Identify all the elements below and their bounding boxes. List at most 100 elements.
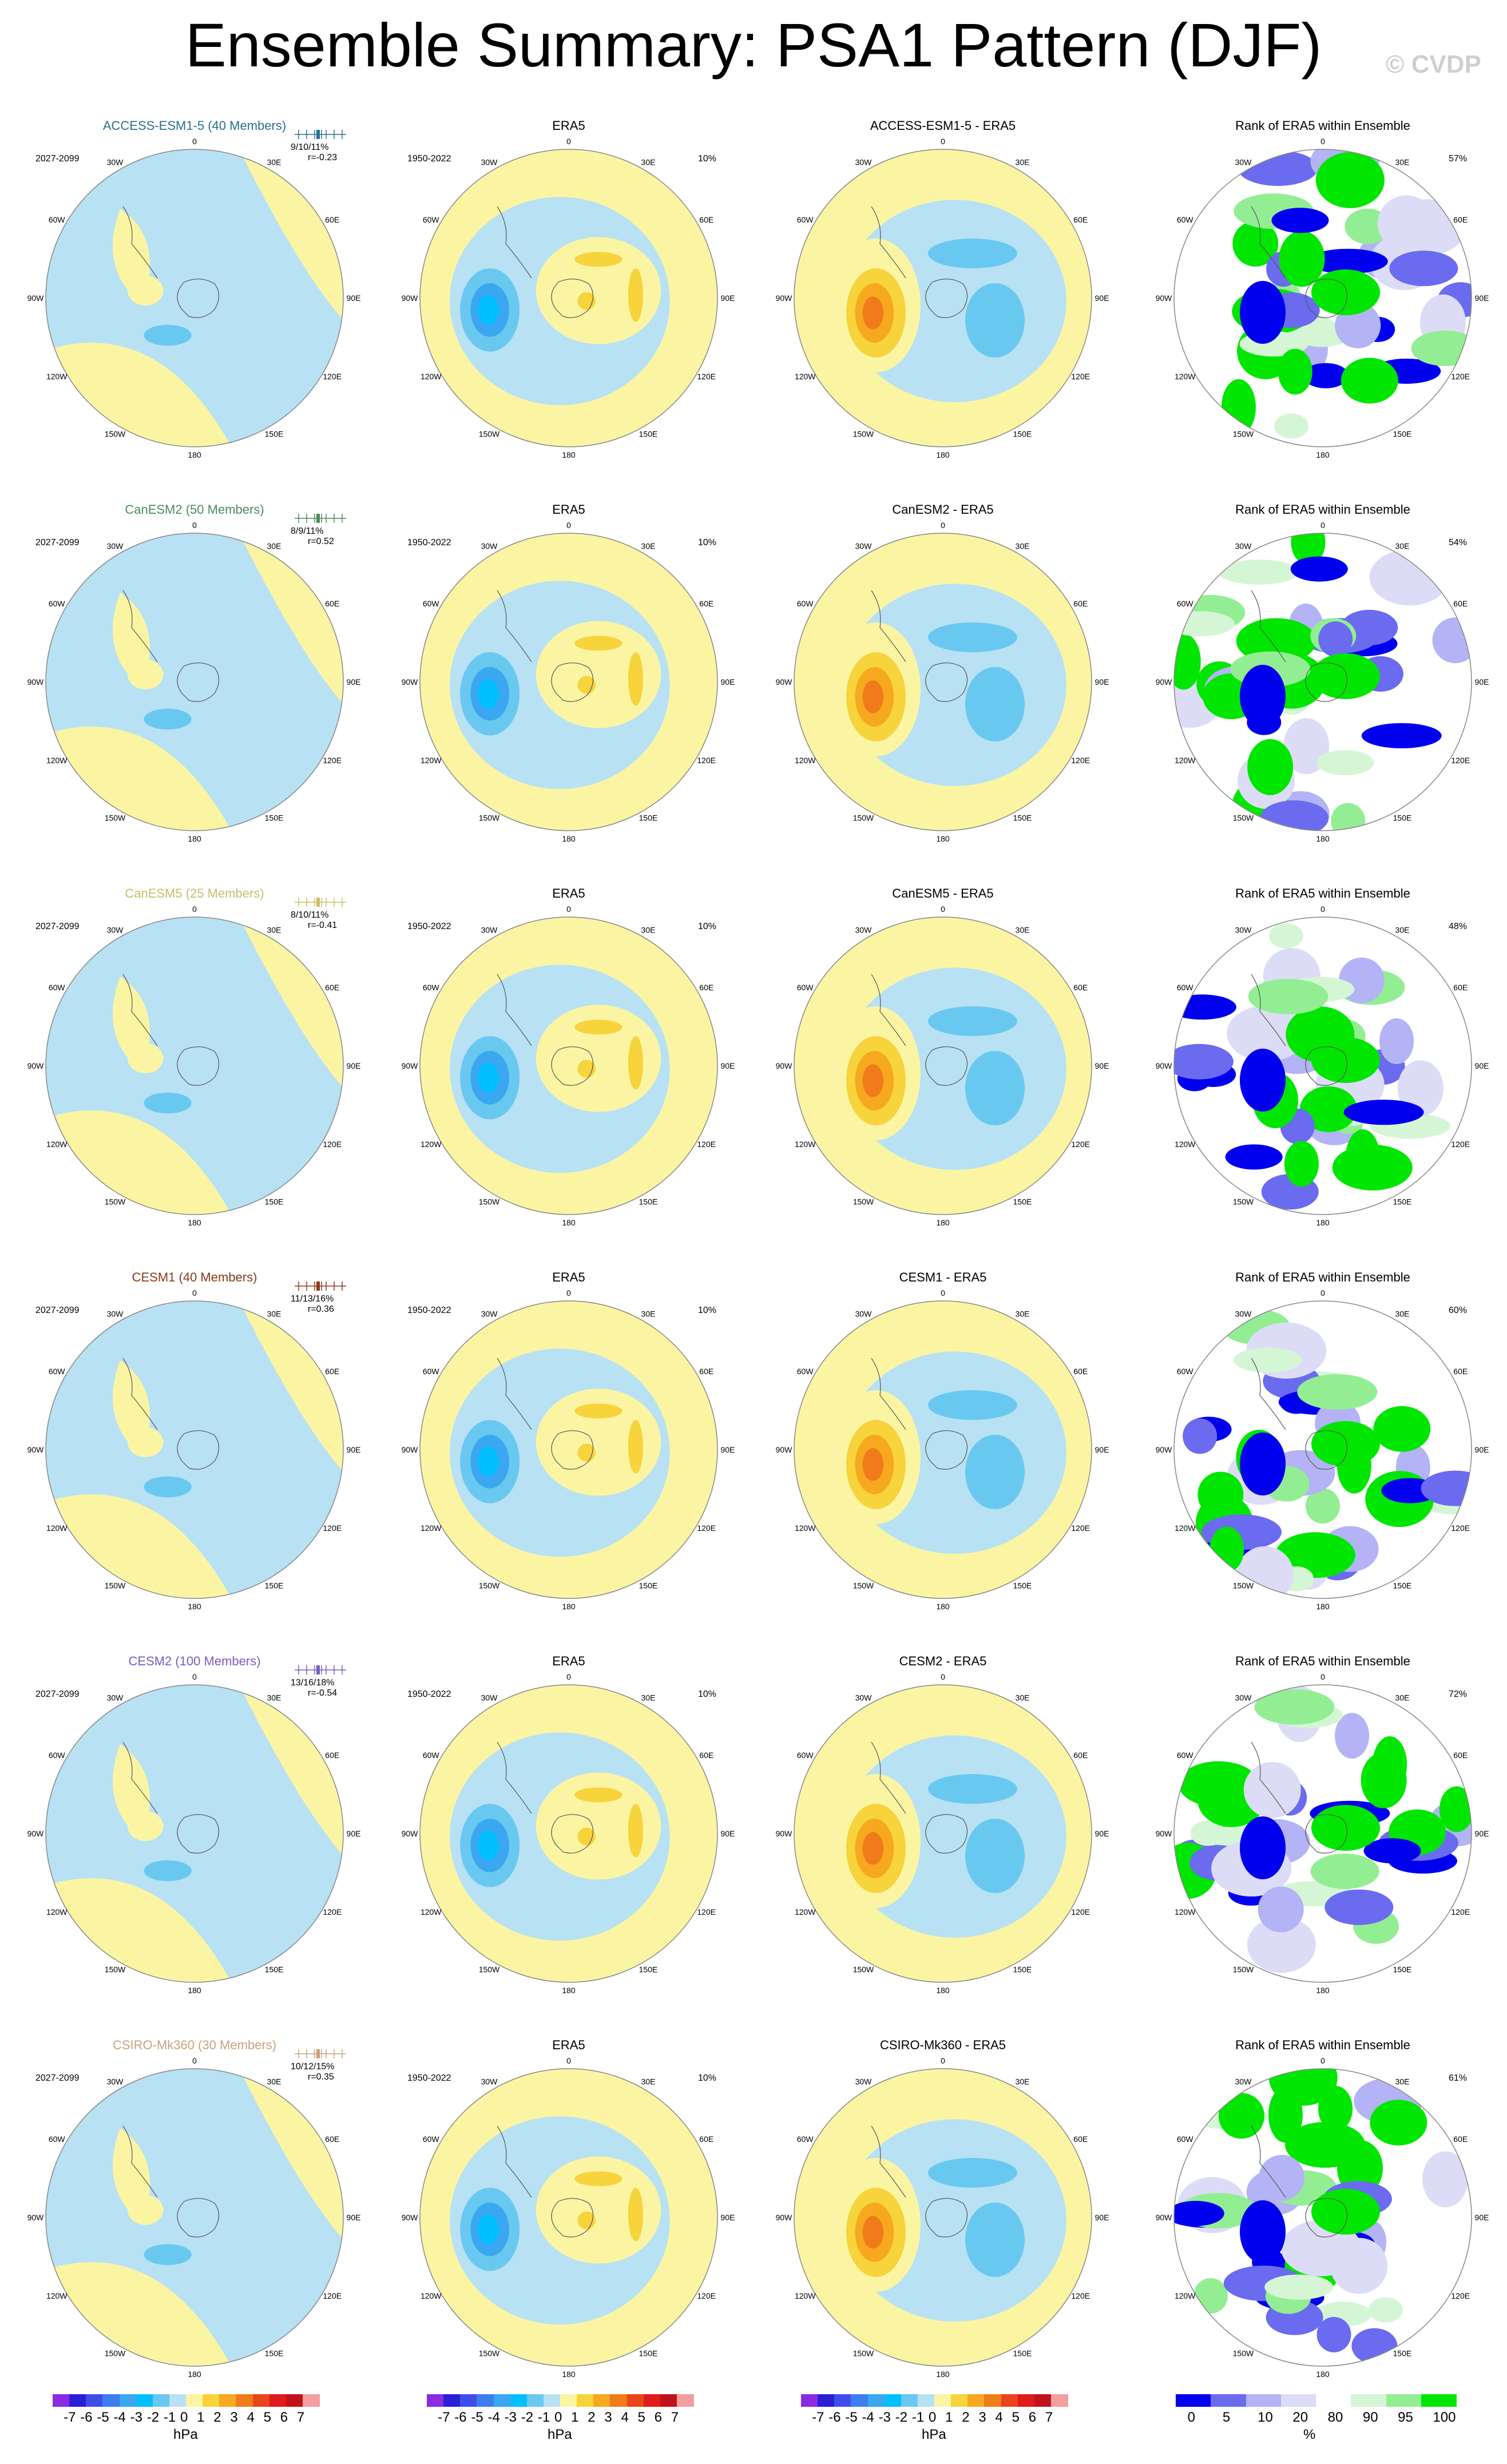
longitude-label: 0 [192,1672,197,1681]
map-obs-3: 0 30E 60E 90E 120E 150E 180 150W 120W 90W 60W 30W [402,1288,735,1611]
contour-band [128,660,164,689]
rank-cell [1268,923,1303,949]
colorbar-swatch [477,2394,494,2407]
longitude-label: 60W [49,2134,66,2144]
longitude-label: 90E [347,293,361,303]
coastline [1251,1358,1286,1430]
colorbar-tick-label: 7 [1045,2410,1053,2425]
contour-band [478,1446,499,1477]
longitude-label: 150E [265,1581,284,1590]
longitude-label: 150E [639,1965,658,1974]
contour-band [965,1819,1025,1893]
colorbar-swatch [119,2394,137,2407]
longitude-label: 150W [479,1581,500,1590]
coastline [1251,206,1286,279]
rank-cell [1279,231,1325,287]
longitude-label: 120E [1071,1907,1090,1917]
longitude-label: 150E [265,2348,284,2358]
colorbar-hpa [53,2394,320,2407]
longitude-label: 60W [49,599,66,608]
longitude-label: 60E [1073,983,1088,992]
coastline [177,662,220,702]
rank-cell [1318,621,1353,657]
longitude-label: 60W [1177,2134,1194,2144]
map-rank-1: 0 30E 60E 90E 120E 150E 180 150W 120W 90W 60W 30W [1156,521,1489,843]
period-label: 2027-2099 [35,2073,80,2083]
contour-band [862,1448,883,1481]
period-label: 2027-2099 [35,922,80,931]
longitude-label: 60W [423,599,440,608]
longitude-label: 120E [323,372,342,381]
colorbar-swatch [643,2394,661,2407]
longitude-label: 120E [1071,756,1090,765]
rank-cell [1373,1406,1431,1452]
longitude-label: 0 [941,521,945,530]
contour-band [144,1860,192,1882]
longitude-label: 30W [481,542,498,551]
longitude-label: 30E [267,542,281,551]
longitude-label: 0 [566,1672,571,1681]
rank-cell [1274,413,1309,439]
colorbar-swatch [1351,2394,1386,2407]
longitude-label: 30W [1235,926,1252,935]
longitude-label: 120W [795,372,816,381]
rank-percent-label: 61% [1449,2073,1468,2083]
colorbar-tick-label: 20 [1292,2410,1308,2425]
colorbar-tick-label: 2 [962,2410,970,2425]
longitude-label: 30W [1235,158,1252,167]
rank-cell [1174,1043,1234,1080]
rank-cell [1247,1917,1316,1973]
longitude-label: 120E [697,1523,716,1533]
longitude-label: 120W [795,756,816,765]
map-border [1173,533,1472,831]
map-model-1: 0 30E 60E 90E 120E 150E 180 150W 120W 90W 60W 30W [27,521,361,843]
map-border [45,2068,344,2367]
obs-panel-title: ERA5 [552,1654,585,1668]
map-rank-2: 0 30E 60E 90E 120E 150E 180 150W 120W 90W 60W 30W [1156,904,1489,1227]
map-border [45,1684,344,1983]
longitude-label: 90E [1095,1445,1109,1454]
longitude-label: 150W [853,1965,874,1974]
watermark: © CVDP [1386,50,1481,78]
rank-cell [1439,1786,1472,1832]
rank-cell [1240,1049,1286,1112]
coastline [1305,1430,1348,1470]
coastline [871,2125,906,2198]
rank-cell [1240,2200,1286,2263]
longitude-label: 0 [941,2056,945,2065]
longitude-label: 120E [1451,1907,1470,1917]
longitude-label: 120W [421,2291,442,2300]
longitude-label: 0 [1320,1288,1325,1298]
rank-cell [1290,556,1348,582]
contour-band [628,268,643,322]
longitude-label: 30E [1395,1310,1410,1319]
contour-band [862,296,883,330]
longitude-label: 120W [1175,1907,1196,1917]
colorbar-swatch [285,2394,303,2407]
ensemble-spread-marker [295,130,346,139]
coastline [925,1814,968,1854]
longitude-label: 120E [1451,372,1470,381]
rank-panel-title: Rank of ERA5 within Ensemble [1235,118,1410,133]
contour-band [965,667,1025,741]
ensemble-spread-marker [295,1281,346,1291]
rank-cell [1345,1129,1380,1185]
rank-cell [1297,1374,1378,1410]
colorbar-swatch [1211,2394,1246,2407]
correlation-stat: r=-0.41 [308,920,338,930]
rank-cell [1411,330,1472,366]
longitude-label: 30E [267,926,281,935]
rank-cell [1299,1086,1357,1132]
longitude-label: 30E [1016,926,1030,935]
longitude-label: 60E [325,215,339,224]
longitude-label: 90W [27,1829,45,1838]
map-border [419,916,718,1215]
map-model-2: 0 30E 60E 90E 120E 150E 180 150W 120W 90W 60W 30W [27,904,361,1227]
longitude-label: 150W [479,1965,500,1974]
coastline [177,1046,220,1086]
coastline [925,1046,968,1086]
longitude-label: 180 [562,1986,576,1995]
longitude-label: 180 [188,450,201,459]
coastline [497,206,532,279]
coastline [122,1358,158,1430]
